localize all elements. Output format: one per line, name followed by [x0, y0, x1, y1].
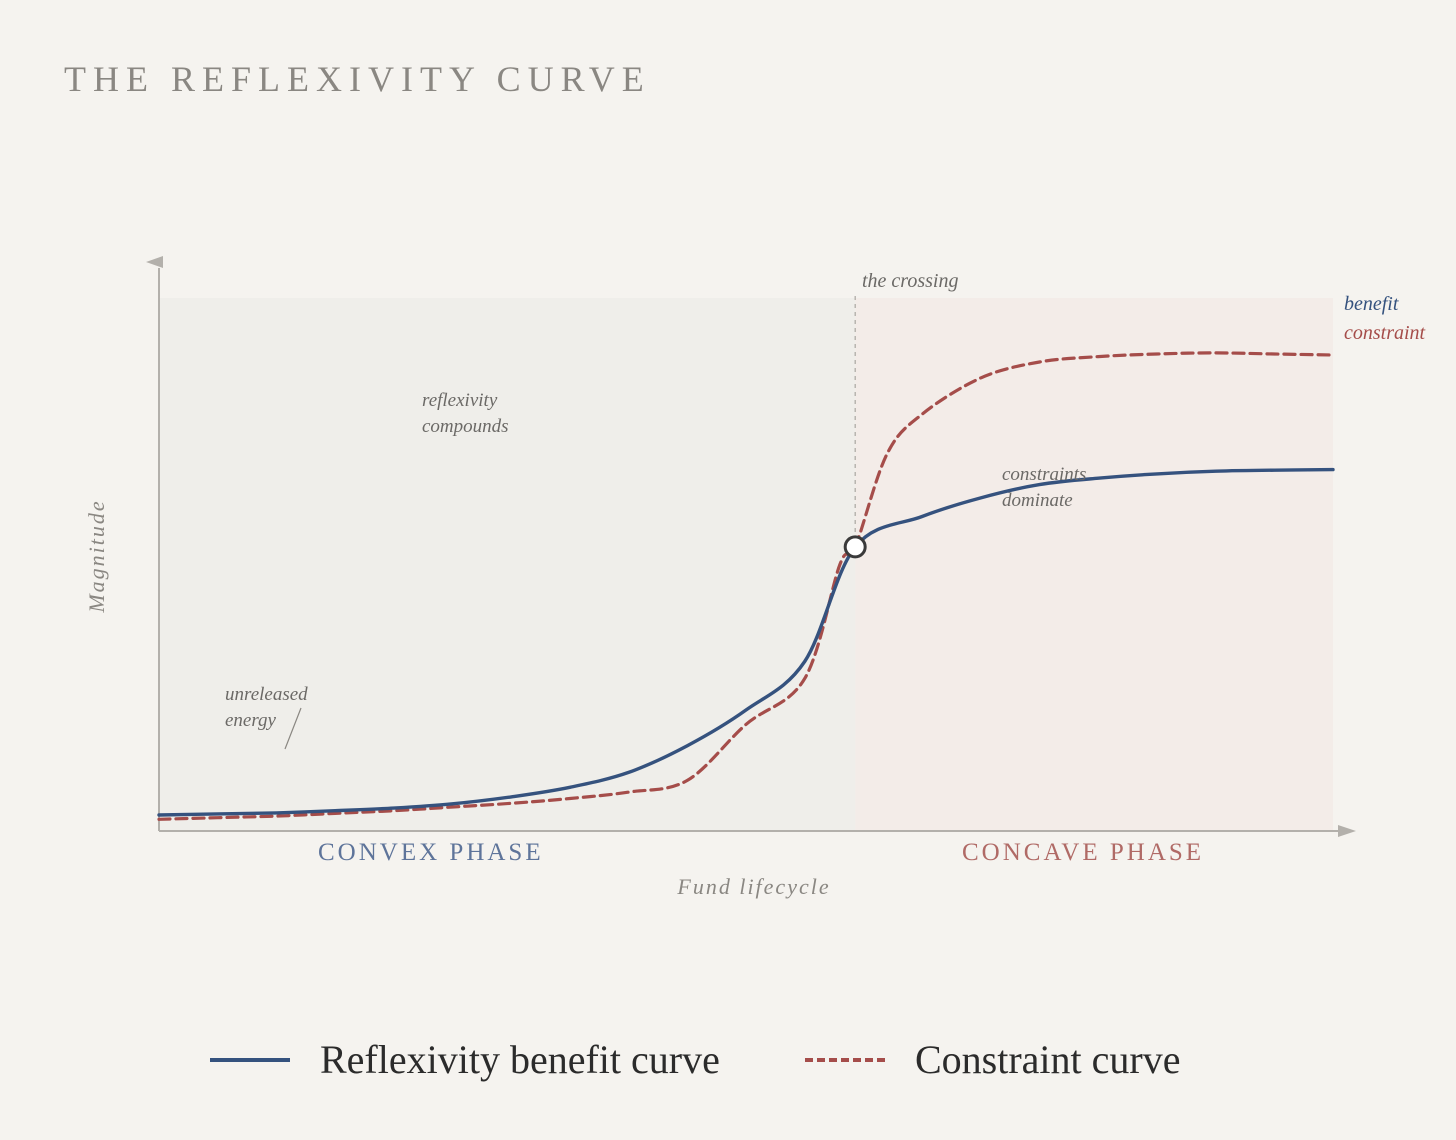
legend-label-benefit: Reflexivity benefit curve: [320, 1037, 720, 1082]
legend-item-constraint: Constraint curve: [805, 1036, 1181, 1083]
concave-phase-region: [855, 298, 1333, 831]
constraint-curve: [157, 351, 1335, 821]
annotation-0-line-0: unreleased: [225, 684, 308, 705]
annotation-1-line-1: compounds: [422, 416, 509, 437]
convex-phase-region: [159, 298, 856, 831]
crossing-marker: [843, 535, 867, 559]
legend-label-constraint: Constraint curve: [915, 1037, 1181, 1082]
end-label-constraint: constraint: [1344, 322, 1426, 344]
concave-phase-label: CONCAVE PHASE: [962, 839, 1204, 866]
annotation-1-line-0: reflexivity: [422, 390, 498, 411]
annotation-pointer: [284, 707, 302, 750]
x-axis-arrow: [1338, 825, 1356, 837]
legend-item-benefit: Reflexivity benefit curve: [210, 1036, 720, 1083]
chart-canvas: the crossing benefit constraint unreleased e…: [84, 256, 1426, 899]
end-label-benefit: benefit: [1344, 293, 1399, 315]
annotation-0-line-1: energy: [225, 710, 277, 731]
legend-swatch-dashed: [805, 1057, 885, 1062]
x-axis-label: Fund lifecycle: [676, 874, 830, 899]
annotation-2-line-1: dominate: [1002, 490, 1073, 511]
chart-title: THE REFLEXIVITY CURVE: [64, 59, 651, 99]
annotation-2-line-0: constraints: [1002, 464, 1086, 485]
benefit-curve: [157, 467, 1335, 817]
y-axis-arrow: [146, 256, 163, 268]
legend-swatch-solid: [210, 1057, 290, 1062]
y-axis-label: Magnitude: [84, 499, 109, 613]
crossing-label: the crossing: [862, 270, 958, 292]
convex-phase-label: CONVEX PHASE: [318, 839, 544, 866]
legend: Reflexivity benefit curve Constraint cur…: [0, 1036, 1456, 1096]
